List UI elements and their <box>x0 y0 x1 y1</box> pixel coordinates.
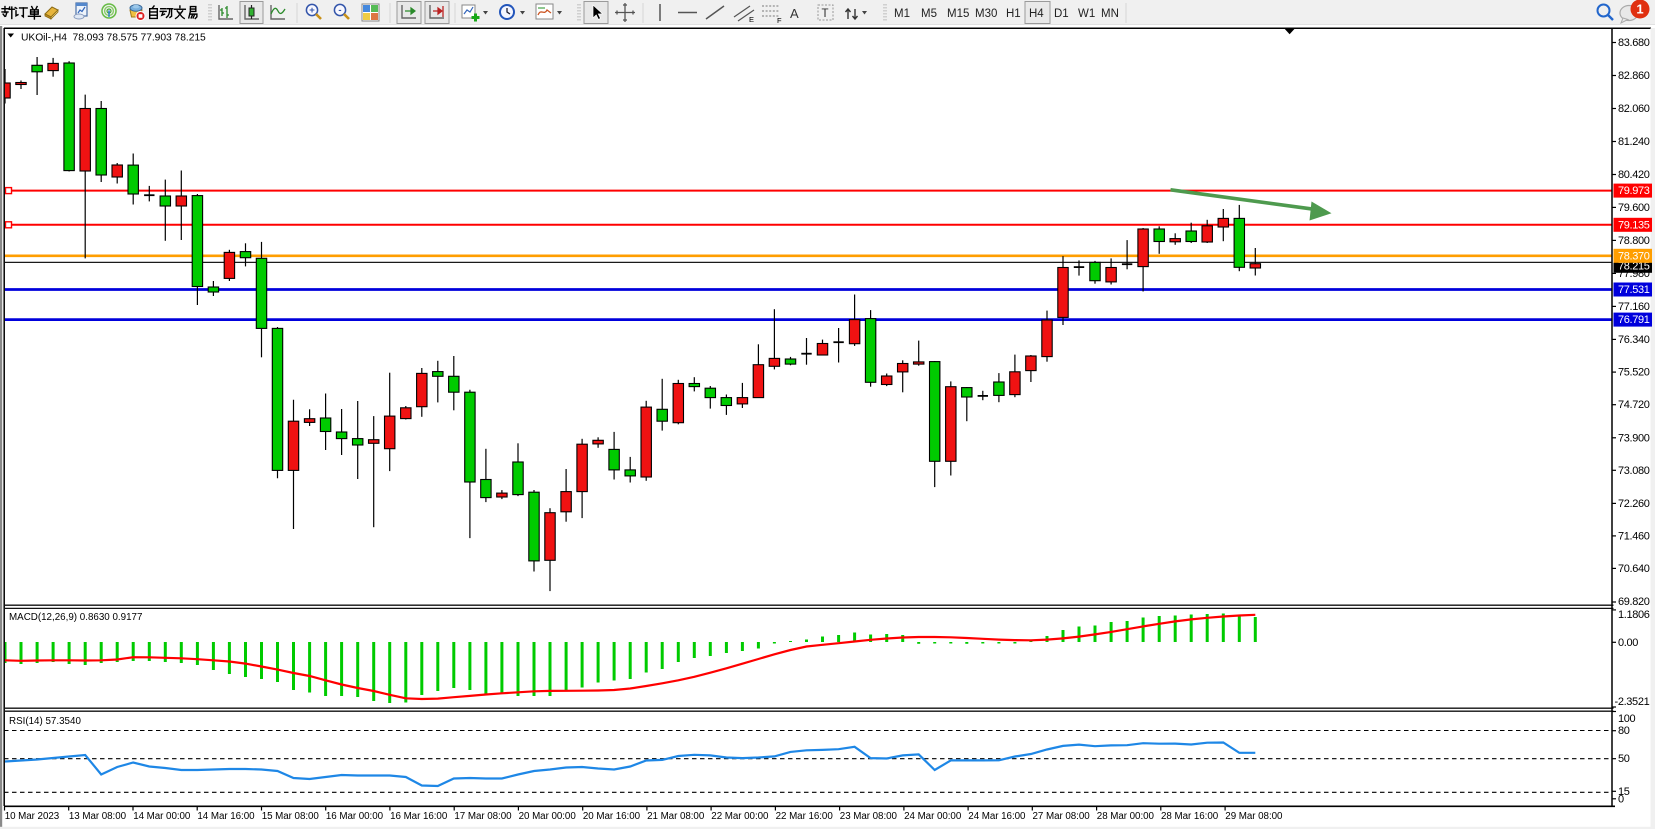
svg-text:1: 1 <box>1636 2 1643 17</box>
svg-text:A: A <box>790 6 799 21</box>
svg-text:82.060: 82.060 <box>1618 103 1650 115</box>
svg-text:H4: H4 <box>1029 8 1044 20</box>
svg-text:27 Mar 08:00: 27 Mar 08:00 <box>1033 811 1091 822</box>
svg-text:78.370: 78.370 <box>1618 250 1650 262</box>
svg-text:73.900: 73.900 <box>1618 432 1650 444</box>
svg-text:75.520: 75.520 <box>1618 367 1650 379</box>
svg-text:80: 80 <box>1618 725 1630 737</box>
svg-text:RSI(14) 57.3540: RSI(14) 57.3540 <box>9 716 81 727</box>
svg-text:13 Mar 08:00: 13 Mar 08:00 <box>69 811 127 822</box>
svg-text:M1: M1 <box>894 8 910 20</box>
svg-text:-: - <box>338 5 341 16</box>
svg-text:100: 100 <box>1618 713 1636 725</box>
svg-text:14 Mar 16:00: 14 Mar 16:00 <box>197 811 255 822</box>
svg-text:17 Mar 08:00: 17 Mar 08:00 <box>454 811 512 822</box>
svg-text:50: 50 <box>1618 753 1630 765</box>
svg-text:79.973: 79.973 <box>1618 185 1650 197</box>
svg-text:81.240: 81.240 <box>1618 136 1650 148</box>
svg-text:M5: M5 <box>921 8 937 20</box>
svg-text:D1: D1 <box>1054 8 1069 20</box>
svg-text:76.340: 76.340 <box>1618 334 1650 346</box>
svg-text:T: T <box>822 8 829 20</box>
svg-text:24 Mar 00:00: 24 Mar 00:00 <box>904 811 962 822</box>
svg-text:M15: M15 <box>947 8 969 20</box>
svg-text:14 Mar 00:00: 14 Mar 00:00 <box>133 811 191 822</box>
svg-text:29 Mar 08:00: 29 Mar 08:00 <box>1225 811 1283 822</box>
svg-text:28 Mar 16:00: 28 Mar 16:00 <box>1161 811 1219 822</box>
svg-text:79.600: 79.600 <box>1618 202 1650 214</box>
svg-text:74.720: 74.720 <box>1618 399 1650 411</box>
svg-text:78.215: 78.215 <box>1618 260 1650 272</box>
svg-text:21 Mar 08:00: 21 Mar 08:00 <box>647 811 705 822</box>
svg-text:W1: W1 <box>1078 8 1095 20</box>
svg-text:M30: M30 <box>975 8 997 20</box>
svg-text:77.531: 77.531 <box>1618 284 1650 296</box>
svg-text:23 Mar 08:00: 23 Mar 08:00 <box>840 811 898 822</box>
svg-text:16 Mar 16:00: 16 Mar 16:00 <box>390 811 448 822</box>
svg-text:24 Mar 16:00: 24 Mar 16:00 <box>968 811 1026 822</box>
svg-text:69.820: 69.820 <box>1618 596 1650 608</box>
svg-text:F: F <box>777 16 782 25</box>
svg-text:28 Mar 00:00: 28 Mar 00:00 <box>1097 811 1155 822</box>
svg-text:82.860: 82.860 <box>1618 70 1650 82</box>
svg-text:77.160: 77.160 <box>1618 301 1650 313</box>
svg-text:22 Mar 16:00: 22 Mar 16:00 <box>776 811 834 822</box>
svg-text:15 Mar 08:00: 15 Mar 08:00 <box>262 811 320 822</box>
svg-text:1.1806: 1.1806 <box>1618 609 1650 621</box>
svg-text:76.791: 76.791 <box>1618 314 1650 326</box>
svg-text:-2.3521: -2.3521 <box>1615 696 1650 708</box>
svg-text:73.080: 73.080 <box>1618 465 1650 477</box>
svg-text:70.640: 70.640 <box>1618 563 1650 575</box>
svg-text:20 Mar 16:00: 20 Mar 16:00 <box>583 811 641 822</box>
svg-text:10 Mar 2023: 10 Mar 2023 <box>5 811 60 822</box>
svg-text:83.680: 83.680 <box>1618 37 1650 49</box>
svg-text:E: E <box>749 15 754 24</box>
svg-text:71.460: 71.460 <box>1618 530 1650 542</box>
svg-text:0: 0 <box>1618 793 1624 805</box>
svg-text:15: 15 <box>1618 786 1630 798</box>
svg-text:16 Mar 00:00: 16 Mar 00:00 <box>326 811 384 822</box>
svg-text:22 Mar 00:00: 22 Mar 00:00 <box>711 811 769 822</box>
svg-text:20 Mar 00:00: 20 Mar 00:00 <box>519 811 577 822</box>
svg-text:+: + <box>309 5 315 16</box>
svg-text:72.260: 72.260 <box>1618 498 1650 510</box>
svg-text:H1: H1 <box>1006 8 1021 20</box>
svg-text:78.800: 78.800 <box>1618 235 1650 247</box>
svg-text:0.00: 0.00 <box>1618 637 1638 649</box>
svg-text:UKOil-,H4 78.093 78.575 77.90: UKOil-,H4 78.093 78.575 77.903 78.215 <box>21 33 206 44</box>
svg-text:MACD(12,26,9) 0.8630 0.9177: MACD(12,26,9) 0.8630 0.9177 <box>9 612 142 623</box>
svg-text:80.420: 80.420 <box>1618 169 1650 181</box>
svg-text:MN: MN <box>1101 8 1119 20</box>
svg-text:79.135: 79.135 <box>1618 219 1650 231</box>
